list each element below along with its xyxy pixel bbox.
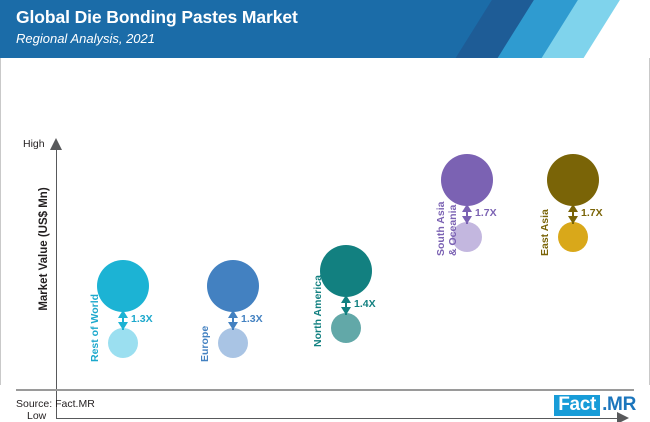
bubble-small-south-asia-oceania[interactable] [452,222,482,252]
bubble-large-east-asia[interactable] [547,154,599,206]
arrow-down-icon [341,307,351,315]
y-axis-title: Market Value (US$ Mn) [38,187,50,311]
x-axis-line [56,418,618,420]
bubble-small-north-america[interactable] [331,313,361,343]
region-label: North America [312,275,324,347]
bubble-large-rest-of-world[interactable] [97,260,149,312]
arrow-down-icon [462,216,472,224]
arrow-down-icon [228,322,238,330]
bubble-small-east-asia[interactable] [558,222,588,252]
source-text: Source: Fact.MR [16,398,95,410]
arrow-down-icon [118,322,128,330]
bubble-large-north-america[interactable] [320,245,372,297]
arrow-up-icon [568,204,578,212]
logo-mr-text: .MR [602,394,636,415]
x-axis-arrow-icon [617,412,629,422]
y-axis-high-label: High [23,138,45,150]
plot-area: High Low Low High Market Value (US$ Mn) … [0,58,650,422]
y-axis-low-label: Low [27,410,47,422]
arrow-up-icon [118,310,128,318]
region-label: South Asia & Oceania [435,201,459,256]
growth-multiplier-label: 1.3X [131,313,153,325]
bubble-large-europe[interactable] [207,260,259,312]
logo-fact-text: Fact [554,394,601,416]
region-label: Europe [199,325,211,362]
title-block: Global Die Bonding Pastes Market Regiona… [16,7,298,48]
region-label: East Asia [539,209,551,256]
arrow-up-icon [341,295,351,303]
chart-title: Global Die Bonding Pastes Market [16,7,298,27]
growth-multiplier-label: 1.3X [241,313,263,325]
growth-connector-line [572,204,574,224]
growth-connector-line [345,295,347,315]
bubble-small-rest-of-world[interactable] [108,328,138,358]
growth-multiplier-label: 1.7X [475,207,497,219]
factmr-logo: Fact .MR [554,394,636,416]
arrow-up-icon [228,310,238,318]
y-axis-line [56,149,58,419]
growth-multiplier-label: 1.7X [581,207,603,219]
y-axis-arrow-icon [50,138,62,150]
footer-divider [16,389,634,391]
bubble-small-europe[interactable] [218,328,248,358]
arrow-down-icon [568,216,578,224]
growth-connector-line [466,204,468,224]
arrow-up-icon [462,204,472,212]
chart-subtitle: Regional Analysis, 2021 [16,31,155,46]
bubble-large-south-asia-oceania[interactable] [441,154,493,206]
growth-connector-line [232,310,234,330]
growth-connector-line [122,310,124,330]
chart-header: Global Die Bonding Pastes Market Regiona… [0,0,650,58]
growth-multiplier-label: 1.4X [354,298,376,310]
region-label: Rest of World [89,293,101,362]
